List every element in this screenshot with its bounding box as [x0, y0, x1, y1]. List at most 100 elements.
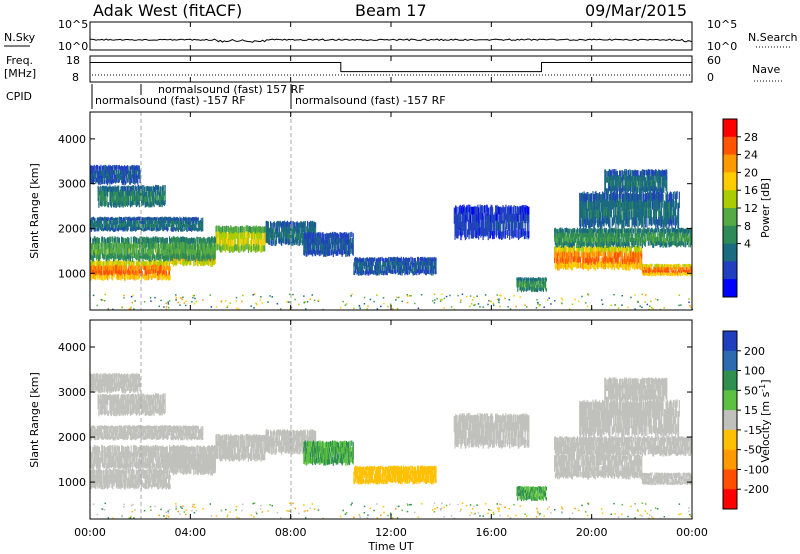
- power-echo-cell: [559, 227, 561, 233]
- power-echo-cell: [262, 245, 264, 252]
- power-echo-cell: [587, 229, 589, 234]
- power-echo-cell: [171, 228, 173, 232]
- power-echo-cell: [564, 245, 566, 252]
- power-echo-cell: [103, 164, 105, 170]
- power-echo-cell: [127, 259, 129, 265]
- power-echo-cell: [320, 250, 322, 256]
- power-echo-cell: [355, 257, 357, 262]
- power-echo-cell: [565, 227, 568, 232]
- power-echo-cell: [686, 269, 688, 273]
- power-echo-cell: [513, 228, 515, 236]
- power-echo-cell: [152, 190, 154, 196]
- power-echo-cell: [96, 268, 98, 274]
- power-echo-cell: [500, 215, 503, 224]
- power-echo-cell: [391, 257, 393, 262]
- power-echo-cell: [377, 266, 379, 272]
- power-echo-cell: [155, 194, 157, 200]
- power-echo-cell: [427, 269, 429, 274]
- power-echo-cell: [597, 263, 599, 269]
- power-echo-cell: [618, 237, 620, 243]
- power-echo-cell: [199, 245, 201, 251]
- power-echo-cell: [133, 260, 135, 266]
- power-echo-cell: [255, 243, 258, 250]
- power-echo-cell: [422, 266, 425, 271]
- power-echo-cell: [148, 186, 150, 193]
- power-echo-cell: [132, 185, 135, 191]
- power-echo-cell: [101, 191, 103, 197]
- power-echo-cell: [107, 165, 109, 171]
- power-echo-cell: [196, 252, 198, 259]
- power-echo-cell: [199, 227, 201, 231]
- power-echo-cell: [371, 257, 373, 262]
- power-echo-cell: [152, 264, 154, 269]
- power-echo-cell: [314, 222, 316, 228]
- power-echo-cell: [574, 237, 576, 243]
- power-echo-cell: [405, 257, 408, 262]
- power-echo-cell: [156, 216, 158, 221]
- power-echo-cell: [278, 227, 281, 233]
- power-echo-cell: [191, 228, 193, 232]
- power-echo-cell: [193, 243, 195, 249]
- power-echo-cell: [644, 272, 646, 276]
- power-echo-cell: [149, 227, 151, 231]
- power-echo-cell: [118, 243, 120, 249]
- power-echo-cell: [292, 240, 294, 246]
- power-echo-cell: [569, 237, 571, 242]
- power-echo-cell: [498, 223, 500, 232]
- power-echo-cell: [599, 242, 601, 248]
- power-echo-cell: [390, 265, 392, 270]
- power-echo-cell: [135, 174, 137, 179]
- power-echo-cell: [177, 241, 179, 248]
- power-echo-cell: [178, 223, 180, 227]
- power-echo-cell: [365, 257, 368, 262]
- power-echo-cell: [312, 248, 314, 254]
- power-echo-cell: [100, 220, 102, 224]
- power-echo-cell: [133, 173, 135, 179]
- power-echo-cell: [591, 238, 593, 244]
- power-echo-cell: [527, 207, 529, 216]
- power-echo-cell: [93, 265, 95, 271]
- power-echo-cell: [557, 245, 559, 251]
- power-echo-cell: [666, 272, 668, 276]
- power-echo-cell: [117, 247, 119, 253]
- power-echo-cell: [398, 270, 400, 275]
- power-echo-cell: [624, 233, 627, 239]
- power-echo-cell: [234, 238, 236, 245]
- power-echo-cell: [264, 245, 266, 252]
- power-echo-cell: [98, 171, 100, 176]
- power-echo-cell: [92, 170, 94, 175]
- power-echo-cell: [331, 248, 334, 254]
- power-echo-cell: [186, 255, 188, 261]
- power-echo-cell: [183, 248, 185, 254]
- power-echo-cell: [526, 277, 528, 281]
- power-echo-cell: [314, 233, 316, 239]
- power-echo-cell: [400, 268, 402, 273]
- power-echo-cell: [135, 236, 137, 243]
- power-echo-cell: [408, 257, 411, 262]
- power-echo-cell: [250, 227, 252, 234]
- power-echo-cell: [118, 219, 120, 224]
- power-echo-cell: [608, 245, 610, 251]
- power-echo-cell: [131, 178, 133, 184]
- power-echo-cell: [333, 248, 335, 255]
- power-echo-cell: [148, 192, 150, 198]
- power-echo-cell: [102, 217, 104, 222]
- power-echo-cell: [241, 243, 243, 250]
- power-echo-cell: [160, 220, 163, 224]
- power-echo-cell: [616, 251, 618, 258]
- power-echo-cell: [134, 175, 136, 181]
- power-echo-cell: [567, 258, 569, 265]
- power-echo-cell: [582, 228, 584, 233]
- power-echo-cell: [160, 199, 163, 205]
- power-echo-cell: [371, 265, 373, 270]
- power-echo-cell: [336, 249, 338, 255]
- power-echo-cell: [488, 207, 490, 216]
- power-echo-cell: [104, 201, 107, 207]
- power-echo-cell: [120, 217, 123, 221]
- power-echo-cell: [97, 170, 99, 175]
- power-echo-cell: [424, 268, 426, 273]
- power-echo-cell: [329, 250, 331, 256]
- power-echo-cell: [174, 228, 177, 232]
- power-echo-cell: [596, 250, 598, 257]
- power-echo-cell: [177, 220, 179, 224]
